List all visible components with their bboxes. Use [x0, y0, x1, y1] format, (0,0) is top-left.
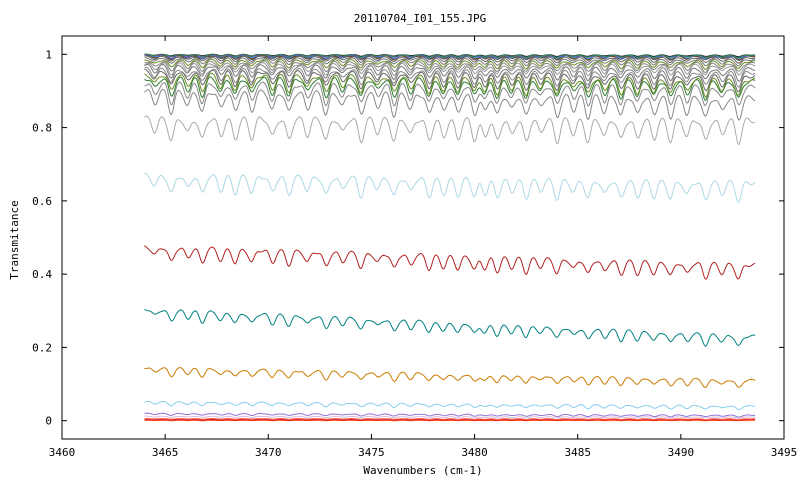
- series-line: [144, 115, 756, 146]
- series-line: [144, 88, 756, 121]
- y-axis-label: Transmitance: [8, 200, 21, 279]
- series-line: [144, 400, 756, 411]
- series-line: [144, 412, 756, 418]
- series-line: [144, 76, 756, 102]
- y-tick-label: 0: [45, 415, 52, 428]
- x-tick-label: 3490: [668, 446, 695, 459]
- series-line: [144, 55, 756, 64]
- series-line: [144, 56, 756, 67]
- x-tick-label: 3485: [564, 446, 591, 459]
- x-axis: 3460 3465 3470 3475 3480 3485 3490 3495: [49, 36, 798, 459]
- y-tick-label: 0.8: [32, 122, 52, 135]
- y-axis: 0 0.2 0.4 0.6 0.8 1: [32, 48, 784, 428]
- series-line: [144, 245, 756, 280]
- series-line: [144, 60, 756, 74]
- y-tick-label: 0.4: [32, 268, 52, 281]
- chart-title: 20110704_I01_155.JPG: [354, 12, 486, 25]
- x-tick-label: 3475: [358, 446, 385, 459]
- series-line: [144, 58, 756, 70]
- x-tick-label: 3470: [255, 446, 282, 459]
- series-line: [144, 81, 756, 107]
- series-line: [144, 172, 756, 203]
- series-line: [144, 63, 756, 83]
- x-tick-label: 3495: [771, 446, 798, 459]
- y-tick-label: 1: [45, 48, 52, 61]
- y-tick-label: 0.2: [32, 341, 52, 354]
- series-line: [144, 67, 756, 88]
- series-line: [144, 367, 756, 389]
- series-line: [144, 62, 756, 77]
- series-line: [144, 308, 756, 347]
- y-tick-label: 0.6: [32, 195, 52, 208]
- series-layer: [144, 53, 756, 422]
- series-line: [144, 415, 756, 419]
- series-line: [144, 53, 756, 59]
- x-tick-label: 3465: [152, 446, 179, 459]
- series-line: [144, 417, 756, 421]
- series-line: [144, 72, 756, 98]
- series-line: [144, 68, 756, 93]
- x-axis-label: Wavenumbers (cm-1): [363, 464, 482, 477]
- x-tick-label: 3460: [49, 446, 76, 459]
- plot-frame: [61, 35, 785, 440]
- x-tick-label: 3480: [461, 446, 488, 459]
